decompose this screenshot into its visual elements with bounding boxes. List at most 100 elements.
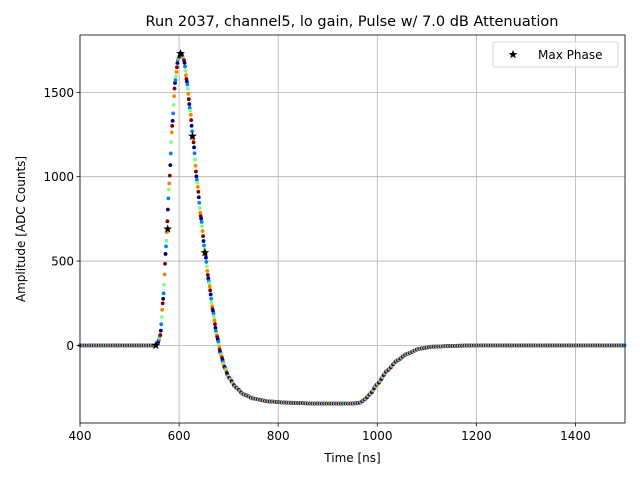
sample-point: [207, 284, 212, 289]
chart-title: Run 2037, channel5, lo gain, Pulse w/ 7.…: [146, 14, 559, 30]
sample-point: [175, 61, 180, 65]
sample-point: [189, 123, 194, 128]
sample-point: [204, 264, 209, 269]
y-tick-label: 1500: [43, 86, 74, 100]
sample-point: [189, 118, 194, 122]
sample-point: [160, 307, 165, 312]
x-tick-label: 1400: [560, 429, 591, 443]
y-tick-label: 0: [66, 339, 74, 353]
sample-point: [166, 196, 171, 201]
sample-point: [167, 181, 172, 186]
sample-point: [168, 151, 173, 156]
sample-point: [164, 238, 169, 243]
sample-point: [198, 210, 203, 215]
sample-point: [196, 195, 201, 200]
sample-point: [170, 118, 175, 123]
sample-point: [169, 130, 174, 135]
sample-point: [622, 343, 627, 348]
plot-frame: [79, 34, 626, 424]
sample-point: [183, 68, 188, 73]
sample-point: [183, 64, 187, 69]
sample-point: [191, 140, 196, 145]
legend-label-max-phase: Max Phase: [538, 48, 602, 62]
sample-point: [166, 187, 171, 192]
sample-point: [158, 328, 163, 333]
x-axis-label: Time [ns]: [323, 451, 380, 465]
max-phase-star: [188, 131, 197, 140]
sample-point: [185, 86, 190, 91]
sample-point: [208, 288, 213, 293]
sample-point: [200, 229, 205, 233]
x-tick-label: 1000: [362, 429, 393, 443]
y-tick-label: 500: [51, 255, 74, 269]
sample-point: [199, 220, 204, 224]
sample-point: [160, 301, 165, 306]
sample-point: [207, 281, 212, 286]
sample-point: [196, 189, 201, 194]
sample-point: [194, 169, 198, 174]
x-tick-label: 800: [267, 429, 290, 443]
sample-point: [211, 311, 216, 316]
sample-point: [158, 333, 163, 337]
sample-point: [162, 282, 167, 287]
sample-point: [204, 260, 209, 264]
sample-point: [159, 322, 164, 327]
sample-point: [161, 296, 166, 301]
sample-point: [209, 296, 214, 301]
sample-point: [205, 273, 210, 277]
sample-point: [199, 216, 204, 221]
sample-point: [194, 177, 199, 182]
max-phase-markers: [151, 48, 210, 350]
sample-point: [212, 314, 216, 319]
sample-point: [209, 300, 214, 305]
sample-point: [205, 269, 210, 273]
max-phase-star: [151, 340, 161, 350]
sample-point: [193, 157, 197, 162]
sample-point: [201, 234, 205, 239]
sample-point: [166, 207, 170, 212]
sample-point: [197, 200, 202, 205]
x-tick-label: 400: [69, 429, 92, 443]
sample-point: [192, 145, 196, 150]
x-tick-label: 1200: [461, 429, 492, 443]
x-tick-label: 600: [168, 429, 191, 443]
sample-point: [159, 315, 164, 319]
sample-point: [194, 174, 199, 179]
max-phase-star: [176, 48, 185, 58]
grid-lines: [79, 35, 625, 423]
sample-point: [170, 123, 175, 128]
x-axis-ticks: 400 600 800 1000 1200 1400: [69, 423, 591, 443]
sample-point: [208, 292, 213, 297]
sample-point: [173, 78, 178, 83]
legend: Max Phase: [492, 41, 619, 68]
y-axis-ticks: 0 500 1000 1500: [43, 86, 80, 353]
sample-point: [167, 173, 172, 178]
sample-point: [184, 77, 189, 81]
legend-star-icon: [508, 49, 518, 59]
legend-box: [492, 41, 619, 68]
sample-point: [174, 74, 178, 79]
sample-point: [190, 129, 195, 134]
sample-point: [168, 163, 173, 168]
y-tick-label: 1000: [43, 170, 74, 184]
sample-point: [171, 102, 176, 107]
max-phase-star: [200, 248, 210, 257]
sample-point: [195, 180, 200, 185]
sample-point: [173, 81, 177, 85]
sample-point: [182, 61, 187, 65]
sample-point: [184, 73, 188, 78]
sample-point: [197, 206, 202, 210]
sample-point: [185, 82, 190, 87]
sample-point: [200, 224, 205, 229]
sample-point: [162, 272, 167, 277]
sample-point: [163, 261, 167, 266]
sample-point: [165, 219, 170, 224]
sample-point: [174, 70, 179, 74]
y-axis-label: Amplitude [ADC Counts]: [14, 156, 28, 302]
sample-point: [188, 108, 193, 113]
sample-point: [192, 151, 197, 156]
legend-star-marker: [508, 49, 518, 59]
sample-point: [201, 239, 206, 243]
